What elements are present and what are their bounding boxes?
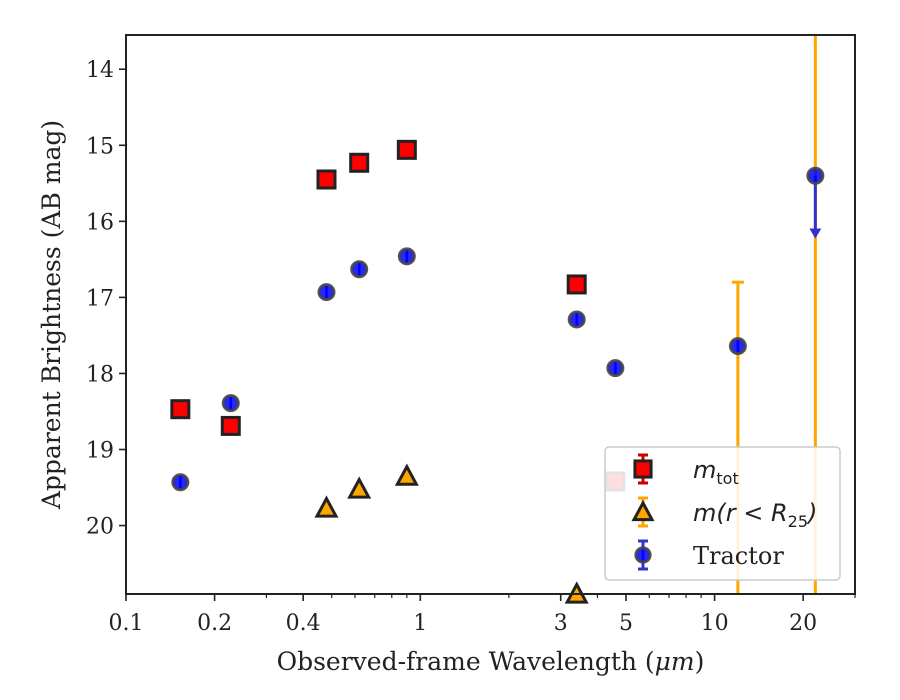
x-tick-label: 0.4 (286, 611, 321, 636)
tractor-upper-limit-arrow (809, 228, 822, 239)
x-axis-label: Observed-frame Wavelength (μm) (277, 647, 705, 676)
tractor-point (221, 394, 240, 413)
r25-point (314, 495, 339, 518)
tractor-point (171, 473, 190, 492)
y-tick-label: 19 (86, 438, 114, 463)
x-tick-label: 10 (701, 611, 729, 636)
y-tick-label: 15 (86, 134, 114, 159)
tractor-point (397, 247, 416, 266)
x-tick-label: 5 (619, 611, 633, 636)
x-tick-label: 20 (789, 611, 817, 636)
legend-label-r25: m(r < R25) (693, 499, 817, 531)
tot-point (349, 152, 370, 173)
x-tick-label: 0.2 (197, 611, 232, 636)
y-tick-label: 16 (86, 210, 114, 235)
legend-label-tractor: Tractor (693, 542, 784, 570)
tot-point (396, 139, 417, 160)
tot-point (566, 274, 587, 295)
tractor-point (317, 283, 336, 302)
y-tick-label: 17 (86, 286, 114, 311)
x-axis-unit: μm (655, 647, 695, 676)
tick-layer: 0.1 0.2 0.4 1 3 5 10 20 14 15 16 17 18 19 20 (86, 58, 856, 636)
x-tick-label: 0.1 (109, 611, 144, 636)
legend-box (604, 446, 841, 581)
tractor-point (728, 337, 747, 356)
legend-marker-tractor (634, 546, 652, 564)
x-tick-label: 3 (554, 611, 568, 636)
tot-point (170, 399, 191, 420)
tot-point (316, 169, 337, 190)
y-tick-label: 20 (86, 515, 114, 540)
tractor-point (806, 166, 825, 185)
tractor-point (606, 359, 625, 378)
x-tick-label: 1 (413, 611, 427, 636)
y-tick-label: 14 (86, 58, 114, 83)
y-axis-label: Apparent Brightness (AB mag) (37, 120, 66, 510)
legend-label-tot: mtot (693, 456, 739, 488)
tot-point (220, 415, 241, 436)
y-tick-label: 18 (86, 362, 114, 387)
r25-point (347, 476, 372, 499)
legend-marker-r25 (631, 499, 655, 522)
plot-frame (125, 34, 856, 595)
tractor-point (350, 260, 369, 279)
legend-marker-tot (633, 459, 653, 479)
tractor-point (567, 310, 586, 329)
legend: mtot m(r < R25) Tractor (604, 446, 841, 581)
r25-point (394, 463, 419, 486)
